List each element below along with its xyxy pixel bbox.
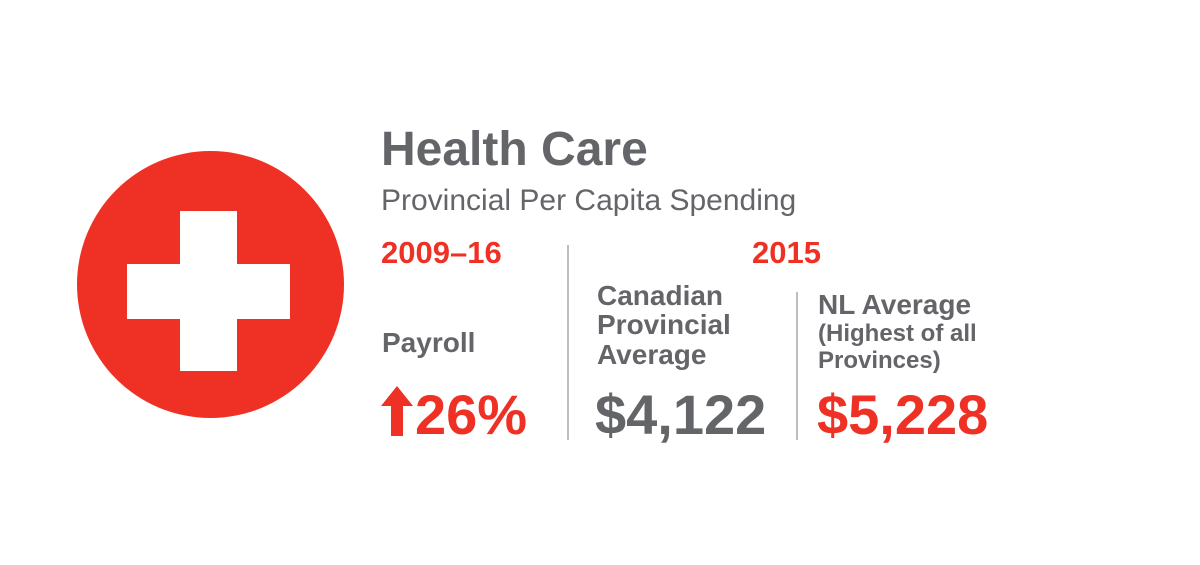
canadian-average-label: Canadian Provincial Average [597, 280, 731, 370]
period-label-right: 2015 [752, 235, 821, 270]
arrow-up-icon [381, 386, 413, 436]
cross-horizontal-bar [127, 264, 290, 319]
nl-average-label: NL Average [818, 289, 972, 320]
payroll-value: 26% [415, 383, 528, 446]
medical-cross-icon [77, 151, 344, 418]
nl-average-note: (Highest of all Provinces) [818, 320, 977, 374]
column-divider [567, 245, 569, 440]
page-subtitle: Provincial Per Capita Spending [381, 184, 797, 217]
column-divider [796, 292, 798, 440]
page-title: Health Care [381, 123, 648, 176]
payroll-label: Payroll [382, 327, 476, 358]
nl-average-value: $5,228 [817, 383, 989, 446]
period-label-left: 2009–16 [381, 235, 502, 270]
canadian-average-value: $4,122 [595, 383, 767, 446]
